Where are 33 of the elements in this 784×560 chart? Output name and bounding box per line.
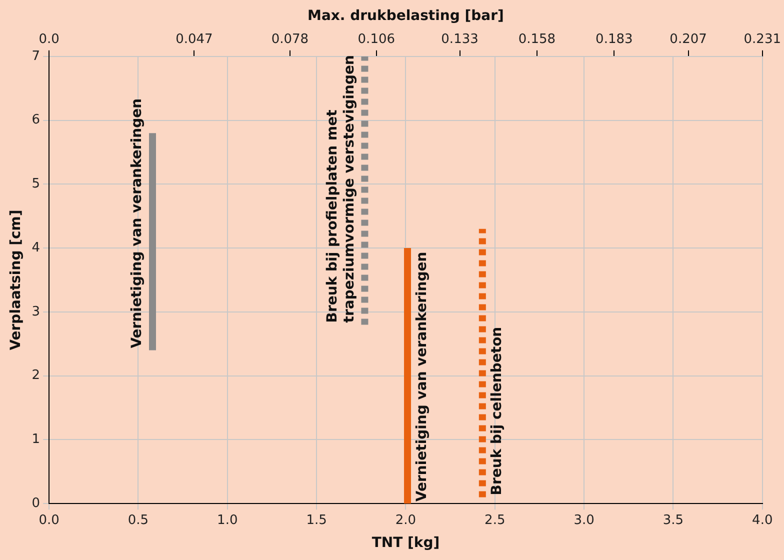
y-tick-label: 1 [32,432,40,448]
x2-tick-label: 0.133 [441,32,478,47]
text: Breuk bij cellenbeton [489,326,506,496]
x-tick-label: 0.0 [38,512,60,528]
y-tick-label: 0 [32,496,40,511]
x-tick-label: 1.5 [306,512,327,528]
x2-tick-label: 0.158 [518,32,556,47]
x2-tick-label: 0.231 [744,32,781,47]
y-tick-label: 5 [32,176,40,192]
y-tick-label: 2 [32,368,40,384]
x-tick-label: 3.5 [662,512,684,528]
x2-tick-label: 0.078 [271,32,309,47]
x2-tick-label: 0.207 [670,32,707,47]
x-tick-label: 4.0 [752,512,773,528]
x2-axis-title: Max. drukbelasting [bar] [308,8,504,24]
x2-tick-label: 0.0 [38,32,60,47]
text: Vernietiging van verankeringen [414,252,430,502]
y-tick-label: 6 [32,112,40,128]
x-tick-label: 3.0 [574,512,594,528]
x2-tick-label: 0.047 [176,32,213,47]
x-tick-label: 0.5 [128,512,149,528]
y-tick-label: 7 [32,48,40,64]
y-axis-title: Verplaatsing [cm] [8,210,24,350]
text: Vernietiging van verankeringen [129,98,146,348]
x2-tick-label: 0.183 [596,32,633,47]
x2-tick-label: 0.106 [358,32,396,47]
text: Breuk bij profielplaten met trapeziumvormige verstevigingen [324,54,358,323]
y-tick-label: 3 [32,304,40,320]
x-tick-label: 2.5 [484,512,506,528]
y-tick-label: 4 [32,240,40,256]
x-tick-label: 1.0 [217,512,238,528]
x-axis-title: TNT [kg] [372,535,440,552]
x-tick-label: 2.0 [395,512,416,528]
